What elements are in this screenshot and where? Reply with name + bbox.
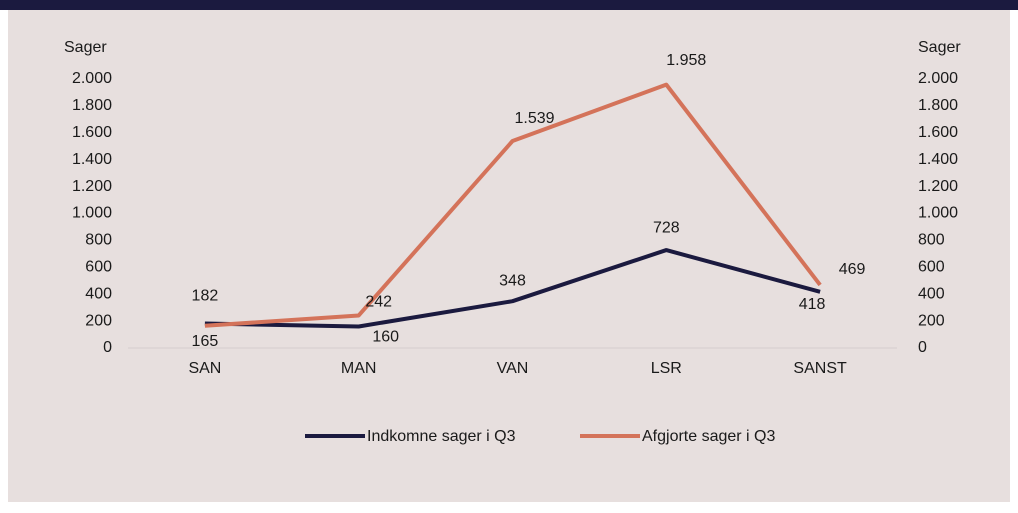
data-label: 728 — [653, 219, 680, 236]
x-tick-label: MAN — [341, 360, 377, 377]
x-tick-label: LSR — [651, 360, 682, 377]
y2-tick-label: 400 — [918, 285, 945, 302]
data-label: 182 — [192, 288, 219, 305]
y-axis-label: Sager — [64, 39, 107, 56]
y2-tick-label: 1.200 — [918, 178, 958, 195]
y2-tick-label: 600 — [918, 259, 945, 276]
y2-tick-label: 800 — [918, 232, 945, 249]
legend-label: Indkomne sager i Q3 — [367, 428, 516, 445]
y2-axis-label: Sager — [918, 39, 961, 56]
data-label: 1.539 — [514, 110, 554, 127]
legend-label: Afgjorte sager i Q3 — [642, 428, 776, 445]
series-line — [204, 248, 821, 329]
x-tick-label: VAN — [497, 360, 529, 377]
y-tick-label: 800 — [85, 232, 112, 249]
x-tick-label: SANST — [793, 360, 847, 377]
y-tick-label: 400 — [85, 285, 112, 302]
series-line — [204, 82, 822, 328]
y-tick-label: 1.600 — [72, 124, 112, 141]
data-label: 242 — [365, 294, 392, 311]
y-tick-label: 1.800 — [72, 97, 112, 114]
data-label: 418 — [799, 296, 826, 313]
data-label: 1.958 — [666, 52, 706, 69]
y-tick-label: 1.200 — [72, 178, 112, 195]
y2-tick-label: 2.000 — [918, 70, 958, 87]
y2-tick-label: 1.400 — [918, 151, 958, 168]
y2-tick-label: 1.600 — [918, 124, 958, 141]
y2-tick-label: 200 — [918, 312, 945, 329]
y-tick-label: 1.000 — [72, 205, 112, 222]
data-label: 160 — [372, 329, 399, 346]
y-tick-label: 1.400 — [72, 151, 112, 168]
data-label: 469 — [839, 261, 866, 278]
data-label: 348 — [499, 272, 526, 289]
chart-background — [8, 10, 1010, 502]
data-label: 165 — [192, 333, 219, 350]
x-tick-label: SAN — [188, 360, 221, 377]
y-tick-label: 200 — [85, 312, 112, 329]
y2-tick-label: 0 — [918, 339, 927, 356]
y-tick-label: 2.000 — [72, 70, 112, 87]
y-tick-label: 0 — [103, 339, 112, 356]
header-bar — [0, 0, 1018, 10]
y2-tick-label: 1.800 — [918, 97, 958, 114]
y-tick-label: 600 — [85, 259, 112, 276]
y2-tick-label: 1.000 — [918, 205, 958, 222]
